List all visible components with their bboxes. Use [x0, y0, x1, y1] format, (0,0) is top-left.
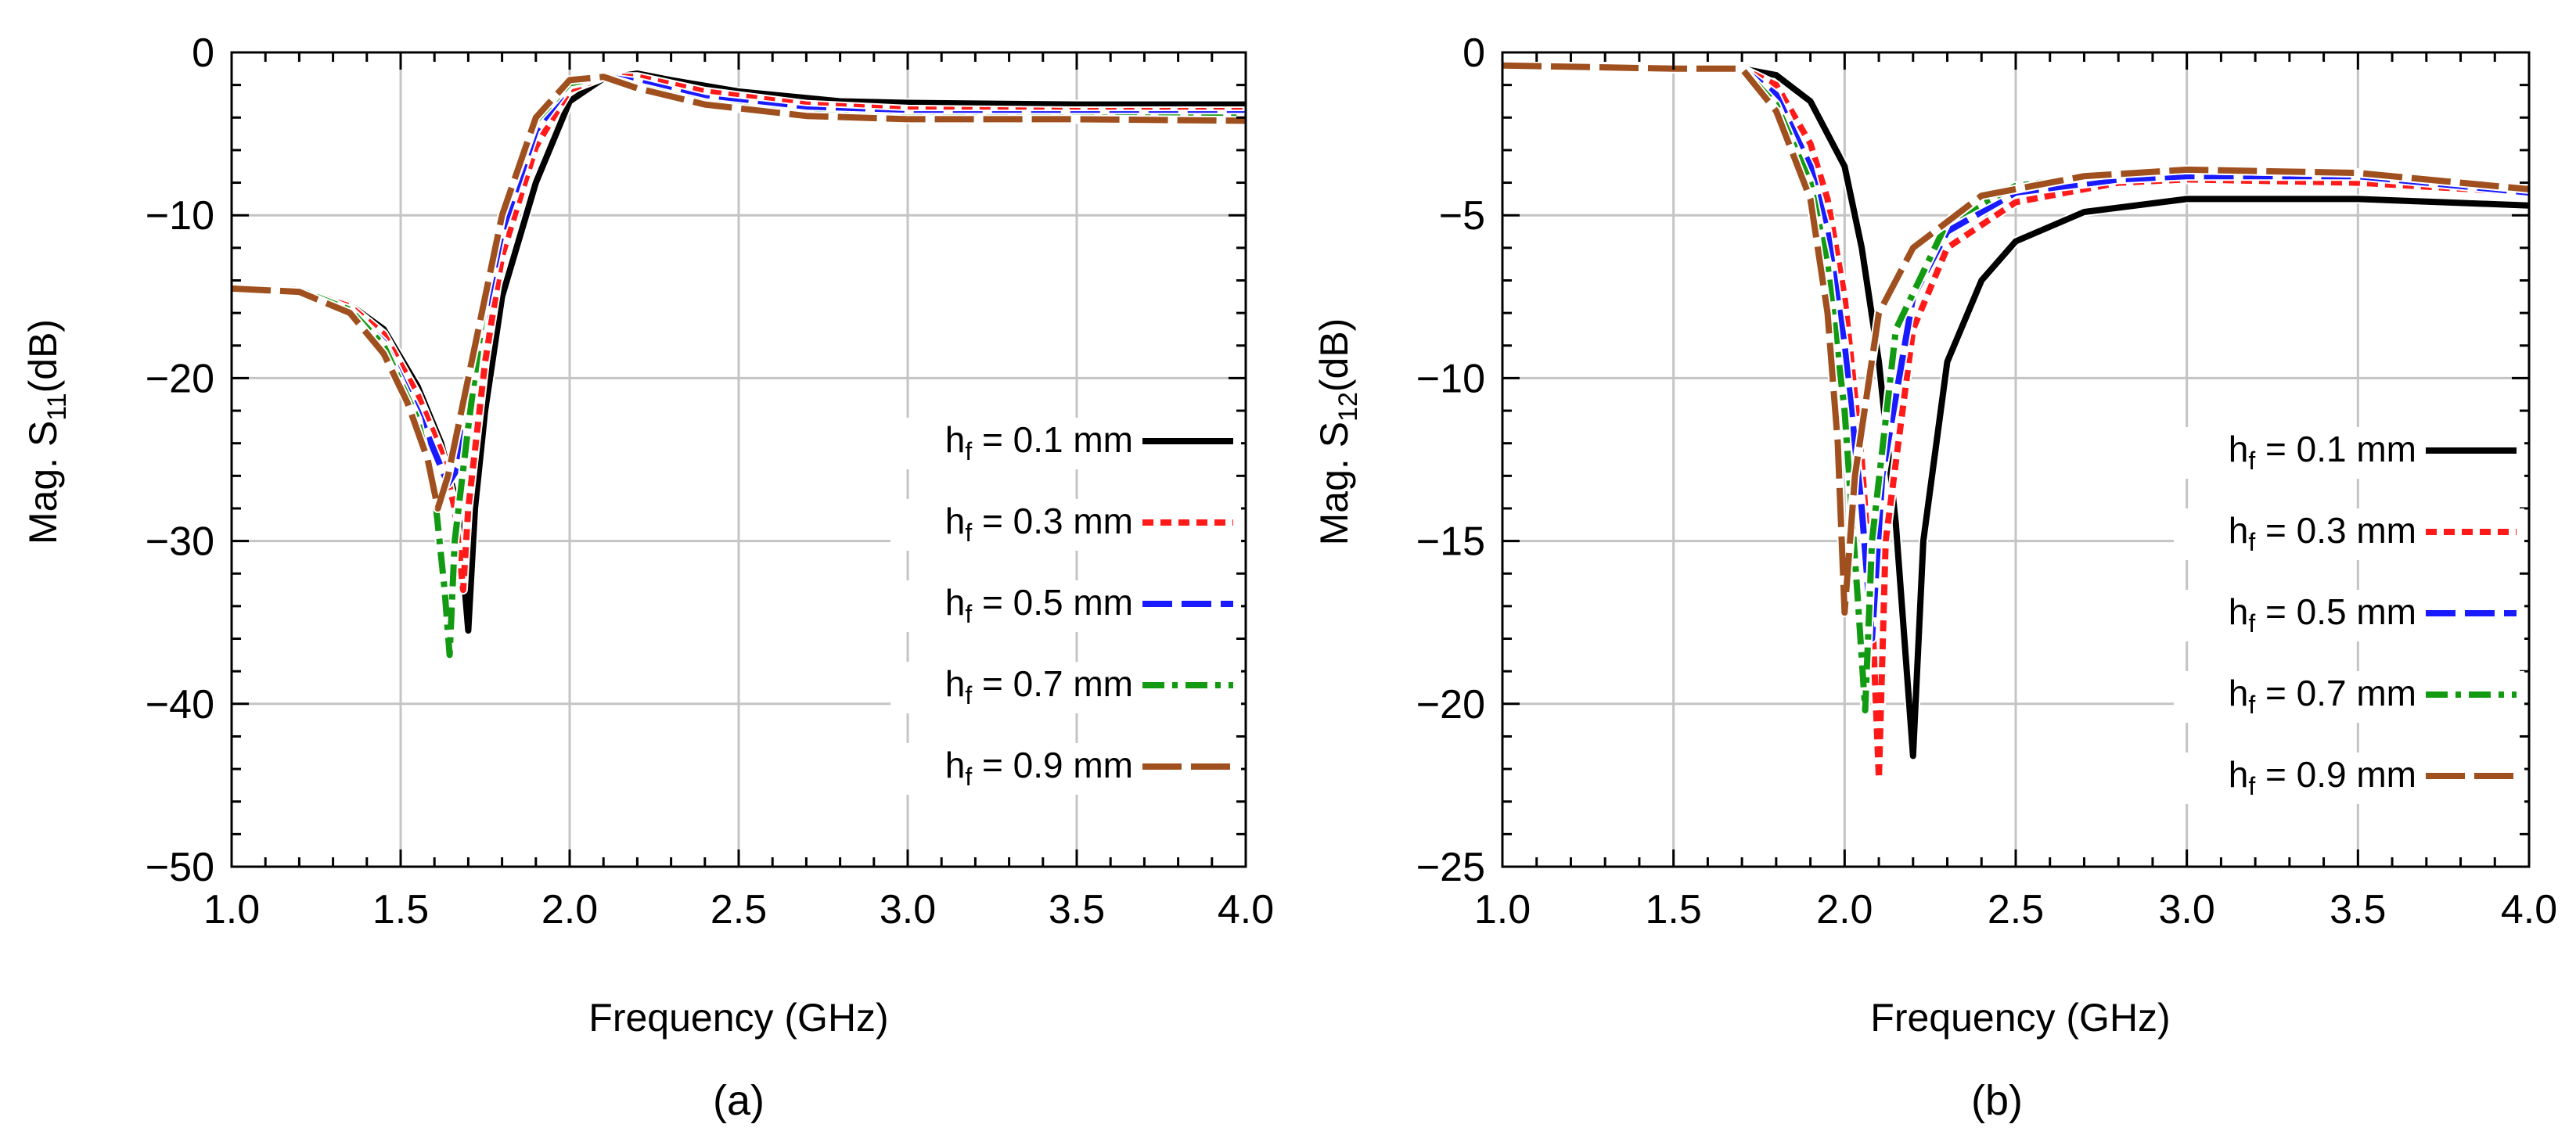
chart-b-series-line	[1502, 62, 2530, 616]
chart-a-x-tick-label: 3.0	[880, 887, 936, 932]
chart-a-legend: hf = 0.1 mm hf = 0.3 mm hf = 0.5 mm hf = 0.…	[890, 418, 1241, 795]
chart-b-x-tick-labels: 1.0 1.5 2.0 2.5 3.0 3.5 4.0	[1474, 887, 2557, 932]
chart-b-legend-entry: hf = 0.7 mm	[2174, 671, 2524, 723]
chart-b-xlabel: Frequency (GHz)	[1870, 996, 2170, 1040]
chart-b-legend-bg	[2174, 671, 2524, 723]
chart-b-y-tick-label: −5	[1439, 193, 1485, 239]
chart-a-series-line	[231, 74, 1246, 594]
chart-a-legend-bg	[890, 743, 1241, 795]
chart-a-y-tick-label: −10	[146, 193, 214, 239]
chart-a-x-tick-label: 3.5	[1049, 887, 1105, 932]
chart-a-series	[231, 69, 1247, 660]
chart-a-legend-entry: hf = 0.1 mm	[890, 418, 1241, 469]
chart-a-x-tick-label: 4.0	[1218, 887, 1274, 932]
chart-b-y-tick-label: −10	[1416, 356, 1485, 401]
chart-b-x-tick-label: 2.5	[1988, 887, 2044, 932]
chart-b-series-line	[1502, 62, 2530, 760]
chart-panel-a: 1.0 1.5 2.0 2.5 3.0 3.5 4.0 0 −10 −20 −30 −40 −50 h…	[21, 31, 1274, 1124]
chart-a-legend-entry: hf = 0.7 mm	[890, 662, 1241, 713]
chart-b-y-tick-label: 0	[1462, 31, 1485, 76]
chart-a-y-tick-label: −40	[146, 682, 214, 727]
chart-a-x-tick-label: 1.5	[372, 887, 429, 932]
chart-a-legend-entry: hf = 0.3 mm	[890, 499, 1241, 551]
chart-a-xlabel: Frequency (GHz)	[588, 996, 888, 1040]
chart-a-legend-entry: hf = 0.5 mm	[890, 580, 1241, 632]
chart-a-legend-label: hf = 0.9 mm	[945, 745, 1133, 791]
chart-b-x-tick-label: 4.0	[2501, 887, 2557, 932]
chart-a-x-tick-label: 2.0	[541, 887, 598, 932]
chart-b-legend: hf = 0.1 mm hf = 0.3 mm hf = 0.5 mm hf = 0.…	[2174, 427, 2524, 804]
chart-b-legend-bg	[2174, 752, 2524, 804]
chart-b-y-tick-label: −20	[1416, 682, 1485, 727]
chart-a-ticks	[230, 51, 1247, 868]
chart-b-series-line	[1502, 62, 2530, 782]
chart-a-y-tick-label: −20	[146, 356, 214, 401]
chart-a-y-tick-label: −30	[146, 519, 214, 565]
panel-label-b: (b)	[1971, 1077, 2023, 1124]
chart-a-series-line	[231, 74, 1247, 512]
chart-a-legend-entry: hf = 0.9 mm	[890, 743, 1241, 795]
chart-a-legend-label: hf = 0.1 mm	[945, 419, 1133, 465]
chart-b-x-tick-label: 2.0	[1816, 887, 1873, 932]
chart-a-y-tick-labels: 0 −10 −20 −30 −40 −50	[146, 31, 214, 890]
chart-b-x-tick-label: 1.5	[1646, 887, 1702, 932]
chart-panel-b: 1.0 1.5 2.0 2.5 3.0 3.5 4.0 0 −5 −10 −15 −20 −25 hf…	[1312, 31, 2557, 1124]
chart-a-legend-label: hf = 0.7 mm	[945, 663, 1133, 709]
chart-b-legend-label: hf = 0.7 mm	[2229, 673, 2416, 719]
chart-a-ylabel: Mag. S11(dB)	[21, 319, 72, 544]
chart-b-legend-label: hf = 0.3 mm	[2229, 510, 2416, 556]
chart-b-x-tick-label: 1.0	[1474, 887, 1531, 932]
chart-b-x-tick-label: 3.5	[2330, 887, 2386, 932]
chart-a-x-tick-label: 1.0	[203, 887, 260, 932]
chart-a-legend-label: hf = 0.3 mm	[945, 501, 1133, 547]
panel-label-a: (a)	[713, 1077, 765, 1124]
chart-b-series	[1502, 60, 2530, 784]
chart-a-legend-label: hf = 0.5 mm	[945, 582, 1133, 628]
chart-b-legend-entry: hf = 0.3 mm	[2174, 508, 2524, 560]
chart-b-legend-label: hf = 0.9 mm	[2229, 754, 2416, 800]
chart-a-x-tick-label: 2.5	[711, 887, 767, 932]
chart-a-y-tick-label: 0	[192, 31, 214, 76]
chart-b-legend-entry: hf = 0.5 mm	[2174, 590, 2524, 641]
chart-b-y-tick-label: −25	[1416, 845, 1485, 890]
chart-a-legend-bg	[890, 662, 1241, 713]
chart-a-x-tick-labels: 1.0 1.5 2.0 2.5 3.0 3.5 4.0	[203, 887, 1274, 932]
chart-b-x-tick-label: 3.0	[2159, 887, 2215, 932]
chart-b-y-tick-label: −15	[1416, 519, 1485, 565]
chart-a-y-tick-label: −50	[146, 845, 214, 890]
chart-b-legend-entry: hf = 0.1 mm	[2174, 427, 2524, 479]
chart-b-legend-label: hf = 0.1 mm	[2229, 429, 2416, 475]
chart-b-legend-label: hf = 0.5 mm	[2229, 591, 2416, 638]
chart-b-ylabel: Mag. S12(dB)	[1312, 318, 1363, 546]
chart-b-legend-entry: hf = 0.9 mm	[2174, 752, 2524, 804]
chart-b-y-tick-labels: 0 −5 −10 −15 −20 −25	[1416, 31, 1485, 890]
